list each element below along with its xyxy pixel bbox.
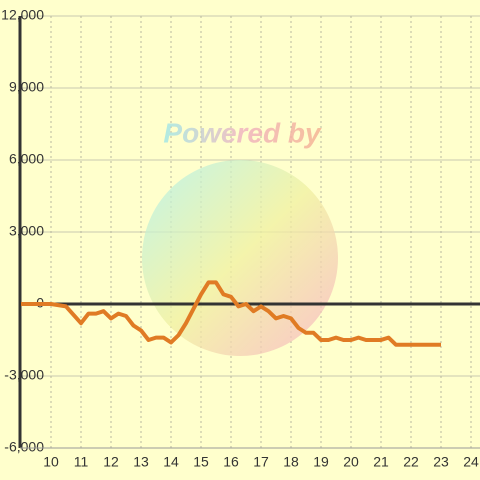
y-tick-label: 3,000 bbox=[9, 223, 44, 239]
x-tick-label: 15 bbox=[193, 454, 209, 470]
x-tick-label: 22 bbox=[403, 454, 419, 470]
y-tick-label: 12,000 bbox=[1, 7, 44, 23]
x-tick-label: 13 bbox=[133, 454, 149, 470]
x-tick-label: 16 bbox=[223, 454, 239, 470]
y-tick-label: -6,000 bbox=[4, 439, 44, 455]
x-tick-label: 17 bbox=[253, 454, 269, 470]
x-tick-label: 11 bbox=[74, 454, 89, 470]
x-tick-label: 19 bbox=[313, 454, 329, 470]
y-tick-label: -3,000 bbox=[4, 367, 44, 383]
data-line bbox=[21, 280, 441, 347]
watermark: Powered by bbox=[163, 117, 322, 148]
x-tick-label: 23 bbox=[433, 454, 449, 470]
x-tick-label: 12 bbox=[103, 454, 119, 470]
watermark-logo bbox=[142, 160, 338, 356]
x-tick-label: 20 bbox=[343, 454, 359, 470]
x-tick-label: 21 bbox=[373, 454, 389, 470]
x-tick-label: 10 bbox=[43, 454, 59, 470]
x-tick-label: 18 bbox=[283, 454, 299, 470]
x-tick-label: 24 bbox=[463, 454, 479, 470]
y-tick-label: 6,000 bbox=[9, 151, 44, 167]
y-tick-label: 9,000 bbox=[9, 79, 44, 95]
x-tick-label: 14 bbox=[163, 454, 179, 470]
